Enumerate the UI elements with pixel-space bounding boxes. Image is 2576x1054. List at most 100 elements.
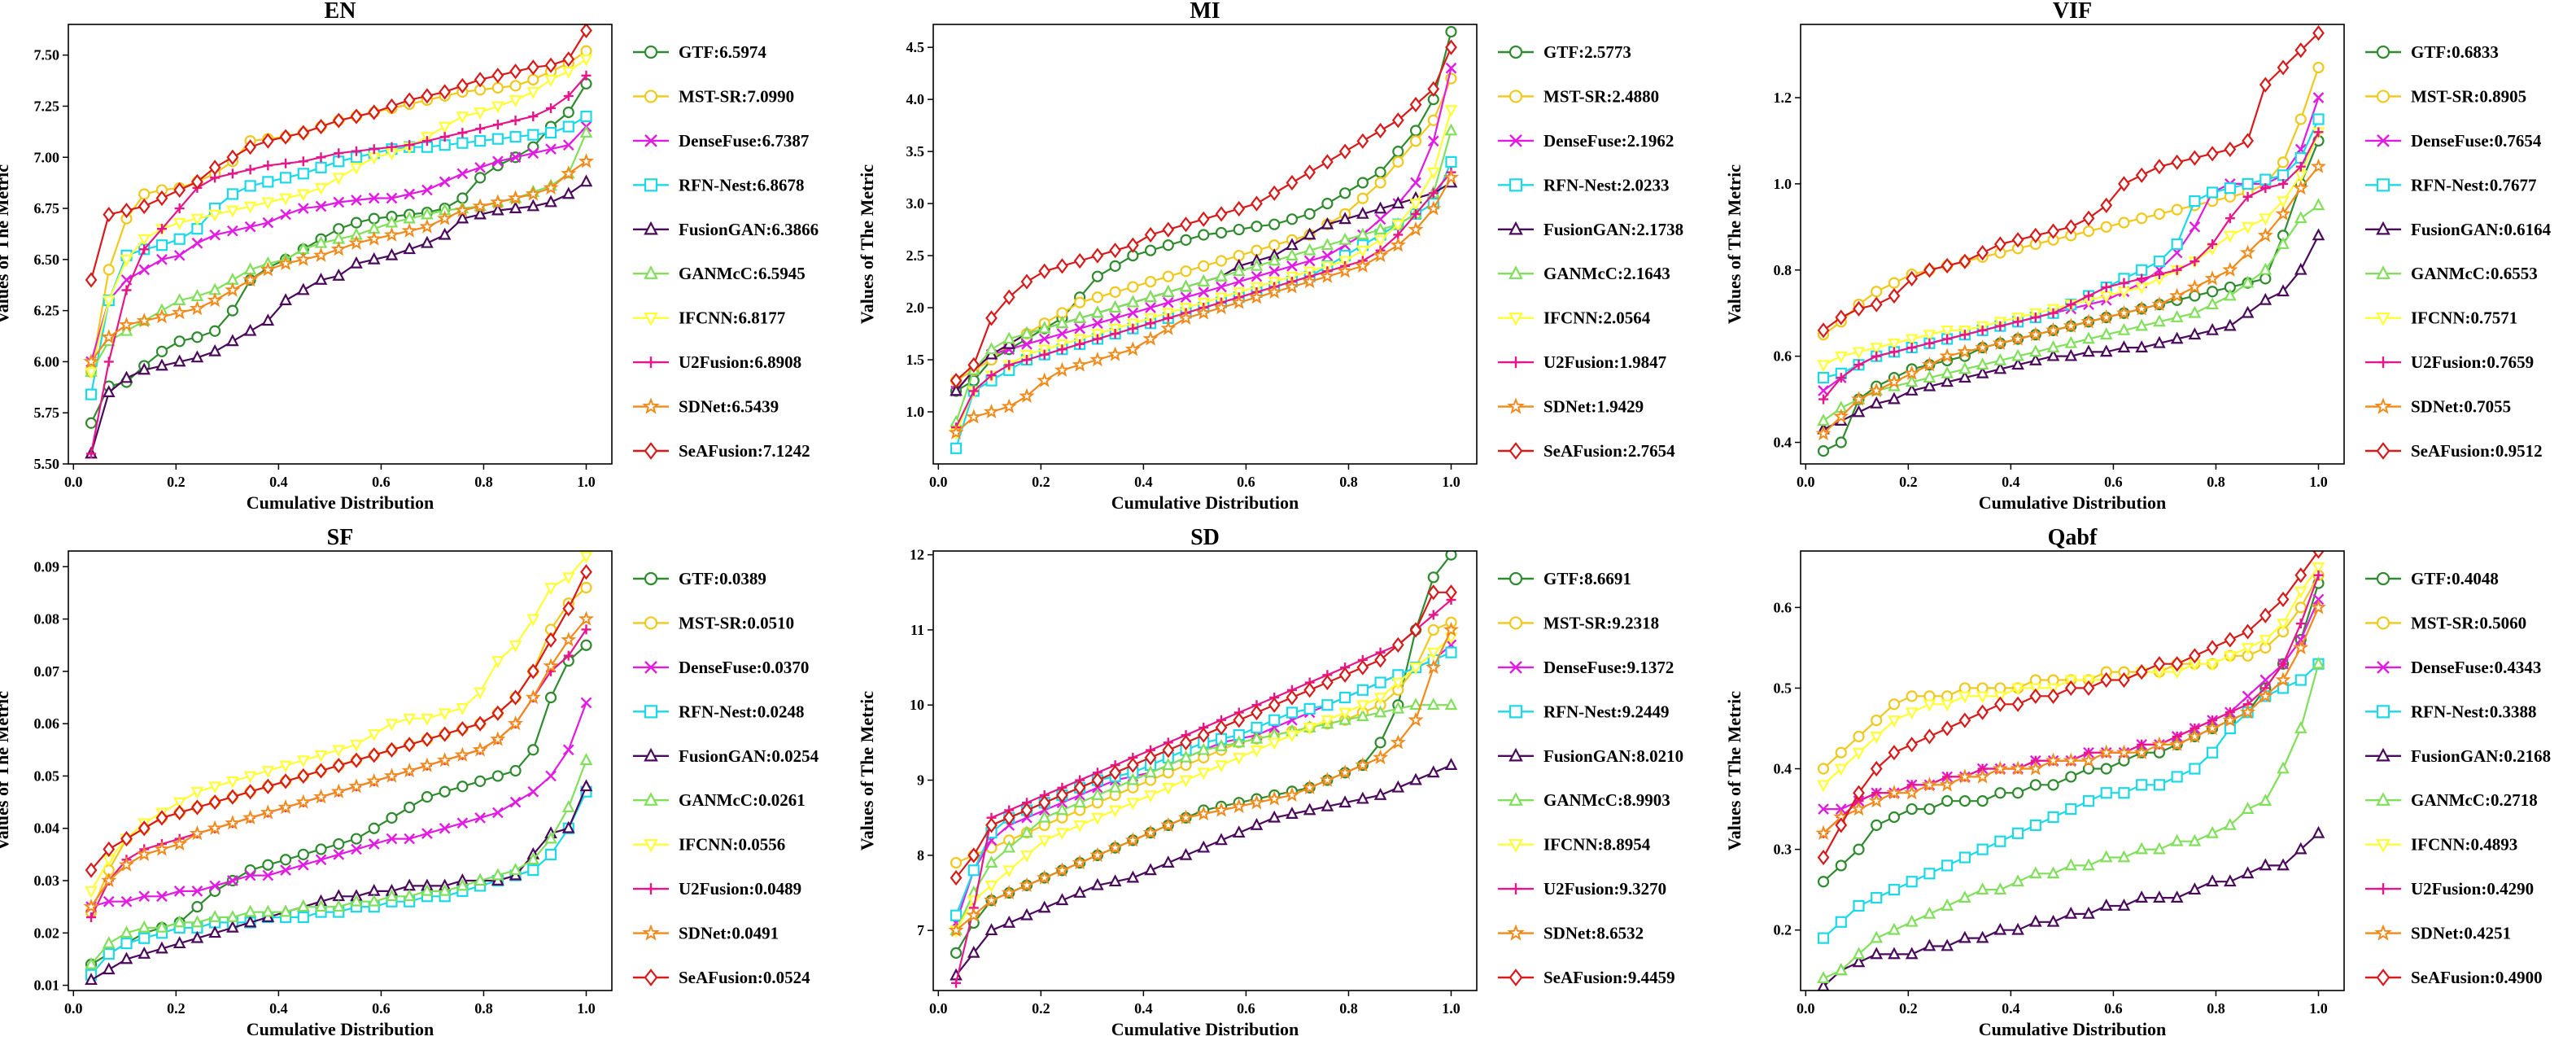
data-point: [456, 817, 469, 829]
data-point: [1374, 122, 1386, 139]
y-tick-label: 0.6: [1774, 348, 1792, 365]
data-point: [209, 325, 221, 337]
data-point: [1445, 39, 1457, 55]
data-point: [279, 172, 292, 184]
legend-label: IFCNN:6.8177: [679, 308, 785, 328]
data-point: [1161, 855, 1175, 868]
data-point: [1356, 684, 1369, 696]
legend-item: RFN-Nest:0.0248: [633, 702, 805, 721]
data-point: [1004, 360, 1015, 370]
series-fusiongan: [1817, 825, 2325, 991]
data-point: [2312, 656, 2325, 669]
data-point: [172, 217, 186, 230]
legend-label: GTF:8.6691: [1543, 569, 1631, 588]
data-point: [1923, 262, 1936, 278]
legend-item: RFN-Nest:2.0233: [1498, 175, 1670, 195]
data-point: [1002, 289, 1015, 305]
data-point: [1162, 270, 1174, 282]
data-point: [386, 741, 398, 758]
data-point: [474, 172, 487, 184]
data-point: [1871, 351, 1882, 361]
data-point: [85, 417, 98, 429]
data-point: [2118, 671, 2130, 689]
data-point: [2065, 771, 2077, 783]
data-point: [1073, 886, 1086, 898]
legend-marker: [1509, 134, 1522, 147]
series-sdnet: [948, 621, 1460, 938]
data-point: [1373, 222, 1387, 234]
data-point: [1993, 352, 2007, 365]
data-point: [1303, 243, 1316, 256]
data-point: [1992, 335, 2008, 350]
data-point: [439, 726, 452, 742]
legend-label: GANMcC:8.9903: [1543, 790, 1670, 810]
data-point: [102, 385, 116, 397]
data-point: [314, 750, 328, 763]
x-tick-label: 0.6: [2104, 1000, 2123, 1017]
data-point: [207, 820, 223, 835]
data-point: [279, 760, 292, 773]
data-point: [1888, 811, 1901, 824]
legend-label: RFN-Nest:0.7677: [2411, 175, 2537, 195]
series-sdnet: [1815, 599, 2327, 840]
data-point: [509, 201, 522, 213]
data-point: [155, 920, 168, 933]
data-point: [526, 59, 539, 76]
data-point: [579, 551, 593, 564]
data-point: [2277, 858, 2290, 871]
data-point: [1445, 551, 1457, 561]
series-seafusion: [950, 584, 1457, 886]
data-point: [1142, 824, 1159, 840]
data-point: [2080, 752, 2097, 768]
data-point: [948, 424, 964, 440]
legend-marker: [1509, 661, 1522, 674]
data-point: [386, 811, 398, 824]
data-point: [314, 272, 328, 285]
data-point: [172, 936, 186, 949]
data-point: [2063, 317, 2079, 333]
data-point: [2241, 866, 2255, 879]
data-point: [2189, 290, 2201, 302]
data-point: [967, 864, 980, 877]
data-point: [526, 852, 540, 865]
data-point: [401, 762, 417, 778]
data-point: [386, 98, 398, 115]
data-point: [456, 781, 469, 793]
data-point: [350, 739, 363, 752]
legend-item: RFN-Nest:0.7677: [2365, 175, 2537, 195]
x-tick-label: 0.8: [1339, 1000, 1358, 1017]
legend-item: GANMcC:0.6553: [2365, 264, 2538, 283]
legend-marker: [2377, 134, 2390, 147]
legend-item: MST-SR:0.0510: [633, 613, 794, 632]
data-point: [227, 875, 238, 886]
data-point: [226, 920, 239, 933]
data-point: [334, 148, 344, 159]
data-point: [1232, 264, 1246, 277]
data-point: [172, 293, 186, 305]
data-point: [1233, 200, 1246, 217]
data-point: [2045, 321, 2062, 338]
data-point: [189, 824, 206, 841]
data-point: [85, 973, 98, 986]
x-tick-label: 0.0: [64, 474, 83, 490]
data-point: [2188, 833, 2202, 846]
x-tick-label: 0.8: [2207, 474, 2225, 490]
legend-label: SeAFusion:0.0524: [679, 968, 810, 987]
legend-item: SeAFusion:7.1242: [633, 441, 810, 461]
data-point: [526, 86, 540, 99]
data-point: [350, 162, 363, 175]
legend-item: SeAFusion:0.9512: [2365, 441, 2543, 461]
data-point: [985, 310, 998, 326]
data-point: [437, 751, 453, 768]
data-point: [2099, 291, 2113, 304]
data-point: [1160, 816, 1177, 833]
y-axis-label: Values of The Metric: [1724, 691, 1744, 851]
legend-label: GTF:0.6833: [2411, 42, 2499, 62]
data-point: [367, 251, 381, 265]
data-point: [316, 152, 326, 163]
data-point: [1356, 245, 1369, 258]
x-tick-label: 0.6: [1237, 474, 1255, 490]
data-point: [2170, 310, 2184, 322]
data-point: [1179, 279, 1193, 292]
data-point: [509, 689, 522, 706]
